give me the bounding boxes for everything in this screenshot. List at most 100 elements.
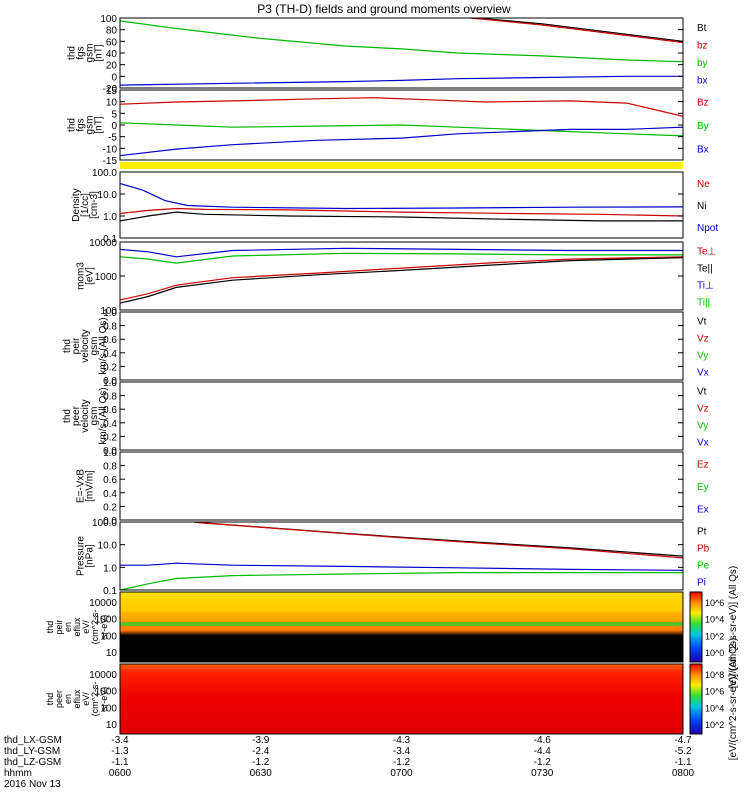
x-tick-label: 0730 [531,768,554,779]
series-line-tix [120,247,683,258]
legend-pi: Pi [697,578,706,589]
spectrogram-band [120,612,683,620]
x-tick-label: 0800 [672,768,695,779]
series-line-bx [120,126,683,157]
x-tick-label: -3.4 [393,746,411,757]
y-axis-label: gsm [89,337,100,356]
colorbar-tick-label: 10^0 [705,648,724,658]
y-tick-label: 0.1 [103,586,117,597]
series-line-pb [189,522,683,559]
y-tick-label: 20 [106,61,118,72]
y-tick-label: 100 [100,306,117,317]
y-tick-label: 15 [106,86,118,97]
panel-7: 100.0 10.0 1.0 0.1 Pressure[nPa] Pt Pb Pe Pi [76,518,710,597]
y-axis-label: thd [67,46,78,60]
x-tick-label: 0630 [250,768,273,779]
legend-vz: Vz [697,334,709,345]
colorbar-tick-label: 10^2 [705,720,724,730]
legend-vy: Vy [697,351,708,362]
legend-bz: Bz [697,98,709,109]
x-tick-label: -1.1 [674,757,692,768]
y-tick-label: 0 [111,72,117,83]
legend-by: by [697,58,708,69]
series-line-by [120,122,683,137]
y-axis-label: gsm [85,44,96,63]
legend-vx: Vx [697,368,709,379]
series-line-bz [120,97,683,117]
colorbar [689,663,703,735]
y-axis-label: peer [54,690,64,708]
y-tick-label: 0 [111,121,117,132]
y-tick-label: 100 [100,14,117,25]
y-tick-label: 0.0 [103,446,117,457]
x-tick-label: -2.4 [252,746,270,757]
y-tick-label: 0.8 [103,392,117,403]
x-row-label: thd_LY-GSM [4,746,60,757]
series-line-tixx [120,252,683,264]
y-axis-label: thd [62,339,73,353]
y-tick-label: 5 [111,109,117,120]
y-tick-label: 0.0 [103,376,117,387]
legend-tex: Te⊥ [697,247,716,258]
legend-vy: Vy [697,421,708,432]
panel-frame [119,591,684,663]
x-tick-label: 0600 [109,768,132,779]
panel-frame [119,17,684,89]
y-tick-label: 10000 [89,670,117,681]
panel-2: 100.0 10.0 1.0 0.1 Density[1/cc][cm-3] Ne Ni Np… [71,168,718,245]
y-axis-label: [cm-3] [89,191,100,219]
x-tick-label: -1.1 [111,757,129,768]
y-axis-label: [nPa] [85,544,96,568]
panel-5: 1.0 0.8 0.6 0.4 0.2 0.0 thdpeervelocitygsmkm/s… [62,378,709,457]
y-axis-label: sr-eV) [99,687,109,712]
legend-tixx: Ti|| [697,298,710,309]
y-tick-label: 100.0 [92,518,117,529]
legend-ne: Ne [697,179,710,190]
y-tick-label: 1.0 [103,563,117,574]
y-axis-label: [mV/m] [85,470,96,502]
panel-4: 1.0 0.8 0.6 0.4 0.2 0.0 thdpeirvelocitygsmkm/s… [62,308,709,387]
y-axis-label: [nT] [94,44,105,61]
legend-vt: Vt [697,317,707,328]
panel-frame [119,521,684,591]
x-tick-label: -5.2 [674,746,692,757]
x-row-label: hhmm [4,768,32,779]
y-tick-label: 0.8 [103,462,117,473]
y-tick-label: -10 [103,144,118,155]
series-line-pi [120,562,683,571]
colorbar-label: [eV/(cm^2-s-sr-eV)] (All Qs) [728,638,739,760]
y-tick-label: 0.0 [103,516,117,527]
y-axis-label: fgs [76,118,87,131]
legend-vz: Vz [697,404,709,415]
series-line-texx [120,257,683,304]
y-axis-label: E=-VxB [76,469,87,504]
spectrogram-1: 10000 1000 100 10 thd peer en eflux eV/(cm^2-s-s… [45,638,739,760]
x-tick-label: -1.2 [534,757,552,768]
x-date-label: 2016 Nov 13 [4,779,61,790]
y-tick-label: 0.2 [103,362,117,373]
x-tick-label: -4.3 [393,735,411,746]
panel-frame [119,381,684,451]
y-axis-label: Density [71,188,82,221]
x-tick-label: -3.4 [111,735,129,746]
y-tick-label: 1.0 [103,378,117,389]
y-axis-label: thd [62,409,73,423]
x-tick-label: -4.4 [534,746,552,757]
y-tick-label: 100 [100,631,117,642]
x-tick-label: -4.7 [674,735,692,746]
colorbar-tick-label: 10^8 [705,670,724,680]
y-axis-label: fgs [76,46,87,59]
y-axis-label: sr-eV) [99,615,109,640]
y-axis-label: km/s (All Qs) [98,317,109,374]
x-tick-label: -1.2 [252,757,270,768]
panel-frame [119,663,684,735]
legend-npot: Npot [697,223,718,234]
spectrogram-image [120,592,683,662]
y-tick-label: 1.0 [103,448,117,459]
y-axis-label: (cm^2-s- [90,610,100,645]
y-axis-label: gsm [89,407,100,426]
y-axis-label: eV/ [81,692,91,706]
legend-pb: Pb [697,544,710,555]
